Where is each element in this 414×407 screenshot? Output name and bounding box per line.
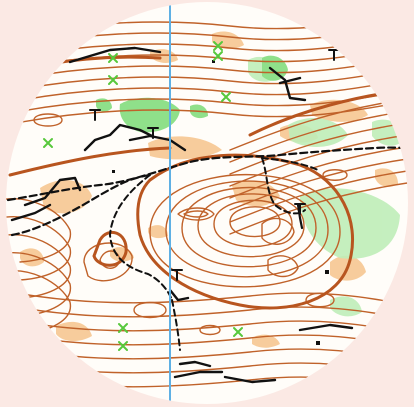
- tree-marker-3: [328, 49, 340, 61]
- contour-line: [229, 157, 408, 211]
- contour-line: [6, 234, 72, 299]
- paths-tracks: [6, 46, 408, 384]
- contour-line: [197, 193, 305, 258]
- contour-line: [6, 216, 72, 281]
- contour-line: [213, 199, 293, 248]
- tree-marker-1: [89, 109, 101, 121]
- contour-line: [83, 242, 133, 282]
- contour-line: [6, 99, 408, 127]
- contour-lines: [6, 11, 408, 391]
- green-x-marker: [108, 75, 118, 85]
- contour-line: [183, 210, 209, 218]
- contour-line: [322, 169, 348, 181]
- contour-line: [165, 180, 329, 278]
- contour-line: [229, 169, 408, 223]
- contour-line: [305, 292, 335, 308]
- tree-marker-6: [51, 39, 61, 49]
- tree-marker-4: [294, 203, 306, 215]
- contour-line: [229, 206, 281, 238]
- contour-line: [261, 217, 295, 245]
- tree-marker-2: [147, 127, 159, 139]
- green-x-marker: [221, 92, 231, 102]
- green-x-marker: [43, 138, 53, 148]
- contour-line: [181, 186, 317, 268]
- tree-marker-5: [171, 269, 183, 281]
- green-x-marker: [213, 41, 223, 51]
- contour-line: [177, 207, 215, 221]
- contour-line: [6, 303, 408, 321]
- contour-line: [199, 324, 221, 336]
- point-features: [112, 60, 329, 345]
- contour-line: [133, 301, 167, 319]
- contour-line: [229, 181, 408, 235]
- contour-line: [6, 252, 72, 317]
- contour-line: [6, 66, 408, 94]
- green-x-marker: [118, 341, 128, 351]
- green-x-markers: [43, 41, 243, 351]
- contour-line: [6, 289, 408, 307]
- contour-line: [6, 317, 408, 335]
- green-x-marker: [118, 323, 128, 333]
- contour-line: [229, 133, 408, 187]
- contour-line: [33, 113, 63, 127]
- green-x-marker: [213, 51, 223, 61]
- contour-line: [149, 174, 341, 288]
- green-x-marker: [233, 327, 243, 337]
- contour-line: [267, 255, 299, 278]
- contour-line: [6, 198, 72, 263]
- contour-line: [6, 77, 408, 105]
- contour-line: [229, 121, 408, 175]
- green-x-marker: [108, 53, 118, 63]
